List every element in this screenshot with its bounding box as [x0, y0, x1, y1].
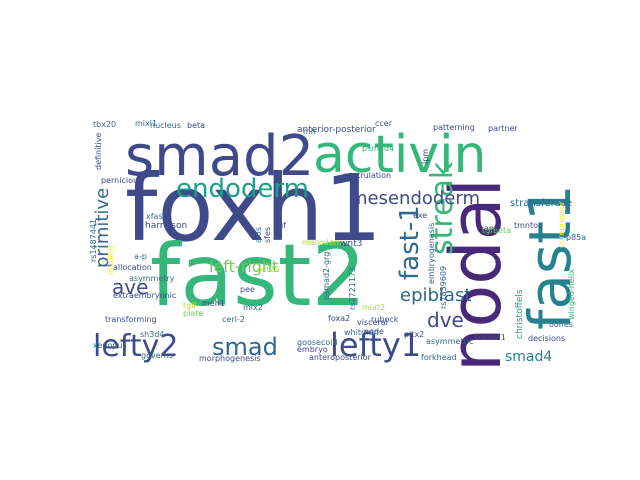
word-epiblast: epiblast [400, 285, 471, 306]
word-endoderm: endoderm [176, 174, 309, 204]
word-ave: ave [112, 275, 148, 299]
word-lefty2: lefty2 [93, 329, 178, 364]
word-oct25: oct25 [257, 265, 280, 274]
word-rs2721173: rs2721173 [348, 267, 357, 310]
word-tgfbeta: tgfbeta [482, 226, 511, 235]
word-lefty1: lefty1 [330, 326, 421, 364]
word-fast2: fast2 [150, 226, 366, 326]
word-sfes: sfes [263, 227, 272, 243]
word-visceral: visceral [357, 318, 388, 327]
word-activin: activin [313, 125, 486, 185]
word-patterning: patterning [433, 123, 475, 132]
word-primitive: primitive [92, 188, 113, 268]
word-tgf: tgf [275, 221, 286, 230]
word-goosecoid: goosecoid [297, 338, 338, 347]
word-beta: beta [187, 121, 205, 130]
word-asymmetry: asymmetry [129, 274, 175, 283]
word-tgif: tgif [183, 301, 196, 310]
word-harrelson: harrelson [145, 221, 187, 231]
word-midline: midline [106, 245, 115, 275]
word-nodal: nodal [435, 178, 517, 372]
word-fast1: fast1 [516, 184, 584, 330]
word-left-right: left-right [209, 257, 278, 276]
word-sh3d4: sh3d4 [140, 330, 165, 339]
word-node: node [364, 327, 384, 336]
word-governs: governs [141, 351, 173, 360]
word-xfast: xfast [146, 212, 166, 221]
word-plate: plate [183, 309, 203, 318]
word-cerl-2: cerl-2 [222, 315, 245, 324]
word-smad4: smad4 [505, 349, 552, 365]
word-meh1: meh1 [202, 299, 225, 308]
word-oones: oones [549, 320, 573, 329]
word-mixl1: mixl1 [135, 119, 157, 128]
word-axis: axis [254, 227, 263, 243]
word-pitx2: pitx2 [404, 330, 424, 339]
word-embryo: embryo [297, 345, 328, 354]
word-lpm: lpm [421, 149, 430, 164]
word-dve: dve [427, 308, 464, 332]
word-mix2: mix2 [243, 303, 263, 312]
word-christoffels: christoffels [515, 289, 525, 339]
word-stransferase: stransferase [510, 198, 572, 209]
word-streak: streak [425, 161, 460, 255]
word-rs1487441: rs1487441 [89, 219, 98, 262]
word-ccer: ccer [375, 119, 393, 128]
word-partner: partner [488, 124, 518, 133]
word-exe: exe [413, 211, 427, 220]
word-whitman: whitman [344, 328, 379, 337]
word-winged-helix: winged-helix [567, 269, 576, 320]
word-smad: smad [212, 333, 278, 361]
word-allocation: allocation [113, 263, 152, 272]
word-gastrulation: gastrulation [343, 171, 391, 180]
word-asymmetric: asymmetric [426, 337, 473, 346]
word-morphogenesis: morphogenesis [199, 354, 261, 363]
word-tmntop: tmntop [514, 221, 543, 230]
word-pernicious: pernicious [101, 176, 142, 185]
word-p85a: p85a [566, 233, 586, 242]
word-extraembryonic: extraembryonic [113, 291, 176, 300]
word-nucleus: nucleus [150, 121, 181, 130]
word-corepressor: corepressor [557, 200, 566, 248]
word-rs7839609: rs7839609 [439, 266, 448, 309]
word-decisions: decisions [528, 334, 565, 343]
word-mesoderm: mesoderm [302, 238, 345, 247]
word-anterior-posterior: anterior-posterior [297, 125, 376, 135]
word-miat2: miat2 [362, 303, 385, 312]
word-kncma1: kncma1 [474, 333, 506, 342]
word-transforming: transforming [105, 315, 157, 324]
word-fast-1: fast-1 [395, 205, 425, 280]
word-definitive: definitive [94, 133, 103, 170]
word-embryogenesis: embryogenesis [427, 223, 436, 284]
word-aps: aps [484, 224, 498, 233]
word-a-p: a-p [134, 252, 147, 261]
word-anteroposterior: anteroposterior [309, 353, 372, 362]
word-psmad4: psmad4 [362, 144, 394, 153]
word-foxh1: foxh1 [125, 155, 382, 262]
word-xenopus: xenopus [93, 341, 127, 350]
word-forkhead: forkhead [421, 353, 457, 362]
word-wnt3: wnt3 [340, 239, 362, 249]
word-mesendoderm: mesendoderm [350, 188, 480, 209]
word-foxa2: foxa2 [328, 314, 350, 323]
word-tbx20: tbx20 [93, 120, 116, 129]
word-psmad2-grg: psmad2-grg [322, 252, 331, 300]
word-smad2: smad2 [125, 124, 314, 189]
word-pee: pee [240, 285, 255, 294]
word-mh: mh [303, 127, 316, 136]
word-rubock: rubock [371, 315, 399, 324]
